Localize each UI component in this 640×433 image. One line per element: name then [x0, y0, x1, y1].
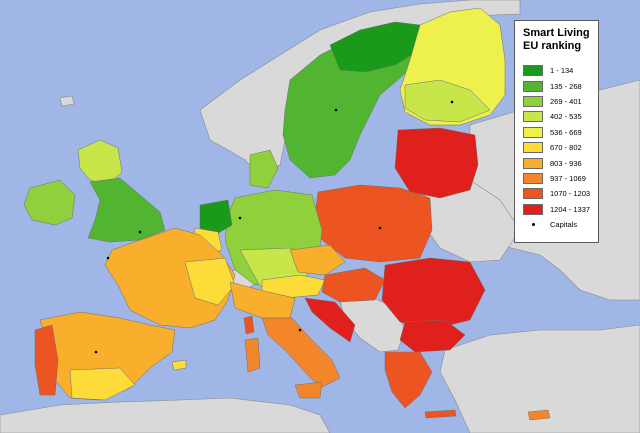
legend-swatch — [523, 65, 543, 77]
legend-row: 269 - 401 — [523, 94, 592, 109]
legend-swatch — [523, 188, 543, 200]
legend-row: 670 - 802 — [523, 140, 592, 155]
region-italy — [261, 317, 341, 389]
region-spain-south — [69, 367, 136, 401]
legend-swatch — [523, 157, 543, 169]
region-uk — [87, 177, 166, 243]
region-sicily — [294, 381, 323, 399]
legend-label: 402 - 535 — [550, 112, 582, 122]
capital-markers — [94, 100, 454, 354]
region-bulgaria — [399, 319, 466, 353]
legend-row: 402 - 535 — [523, 109, 592, 124]
legend-swatch — [523, 172, 543, 184]
legend-label: 536 - 669 — [550, 127, 582, 137]
map-legend: Smart Living EU ranking 1 - 134 135 - 268… — [514, 20, 599, 243]
capital-marker — [334, 108, 338, 112]
legend-row: 135 - 268 — [523, 78, 592, 93]
legend-label: 135 - 268 — [550, 81, 582, 91]
legend-label: 1 - 134 — [550, 66, 574, 76]
capital-marker — [298, 328, 302, 332]
legend-label: 269 - 401 — [550, 96, 582, 106]
legend-swatch — [523, 111, 543, 123]
legend-row: 536 - 669 — [523, 125, 592, 140]
legend-title-line1: Smart Living — [523, 27, 590, 39]
legend-label-capitals: Capitals — [550, 220, 578, 230]
legend-swatch — [523, 126, 543, 138]
region-romania — [381, 257, 486, 331]
legend-swatch — [523, 95, 543, 107]
region-balearics — [171, 359, 187, 371]
capital-marker — [378, 226, 382, 230]
legend-row: 1 - 134 — [523, 63, 592, 78]
region-france-east — [184, 257, 236, 306]
capital-dot-icon — [523, 223, 543, 227]
region-hungary — [321, 267, 386, 303]
legend-row-capitals: Capitals — [523, 217, 592, 232]
region-crete — [424, 409, 457, 419]
capital-marker — [238, 216, 242, 220]
region-france — [104, 227, 236, 329]
capital-marker — [450, 100, 454, 104]
region-portugal — [34, 324, 59, 396]
capital-marker — [106, 256, 110, 260]
legend-items: 1 - 134 135 - 268 269 - 401 402 - 535 536 - … — [523, 63, 592, 217]
region-sardinia — [244, 337, 261, 373]
legend-label: 1070 - 1203 — [550, 189, 591, 199]
legend-label: 670 - 802 — [550, 143, 582, 153]
region-cyprus — [527, 409, 551, 421]
legend-row: 937 - 1069 — [523, 171, 592, 186]
legend-label: 803 - 936 — [550, 158, 582, 168]
legend-label: 1204 - 1337 — [550, 204, 591, 214]
region-finland-south — [404, 79, 491, 123]
capital-marker — [138, 230, 142, 234]
legend-swatch — [523, 203, 543, 215]
capital-marker — [94, 350, 98, 354]
legend-row: 1070 - 1203 — [523, 186, 592, 201]
region-ireland — [23, 179, 76, 226]
region-denmark — [249, 149, 279, 189]
legend-swatch — [523, 142, 543, 154]
legend-row: 803 - 936 — [523, 155, 592, 170]
legend-title-line2: EU ranking — [523, 40, 582, 52]
legend-label: 937 - 1069 — [550, 173, 586, 183]
region-corsica — [243, 315, 255, 335]
region-greece — [384, 351, 433, 409]
region-baltics — [394, 127, 479, 199]
region-netherlands — [199, 199, 233, 236]
legend-title: Smart Living EU ranking — [523, 27, 592, 53]
legend-swatch — [523, 80, 543, 92]
region-croatia — [304, 297, 356, 343]
eu-regions — [23, 7, 551, 421]
legend-row: 1204 - 1337 — [523, 202, 592, 217]
region-czech — [289, 244, 346, 276]
